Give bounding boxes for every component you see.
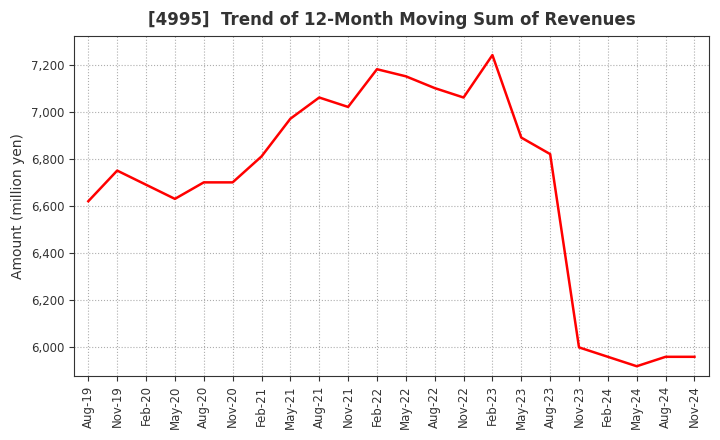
Title: [4995]  Trend of 12-Month Moving Sum of Revenues: [4995] Trend of 12-Month Moving Sum of R…: [148, 11, 635, 29]
Y-axis label: Amount (million yen): Amount (million yen): [11, 133, 25, 279]
